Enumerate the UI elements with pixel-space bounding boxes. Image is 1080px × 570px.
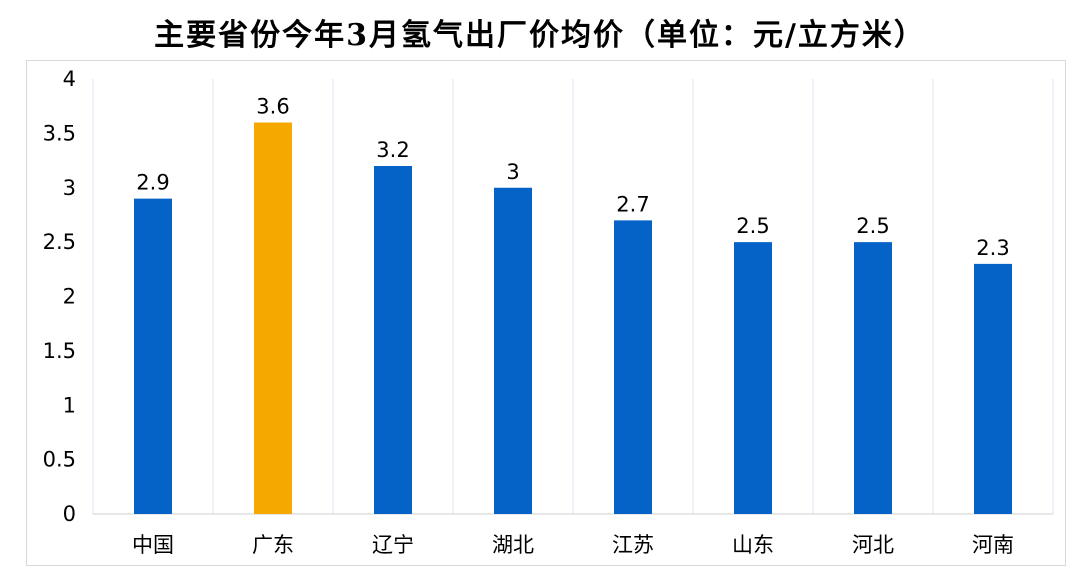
x-category-label: 江苏	[612, 533, 654, 557]
x-category-label: 湖北	[492, 533, 534, 557]
x-category-label: 山东	[732, 533, 774, 557]
y-tick-label: 2.5	[43, 230, 76, 254]
x-category-label: 河南	[972, 533, 1014, 557]
y-tick-label: 3.5	[43, 121, 76, 145]
bar	[494, 187, 532, 514]
data-label: 2.7	[616, 192, 649, 216]
data-label: 3.2	[376, 138, 409, 162]
data-label: 2.3	[976, 236, 1009, 260]
x-category-label: 中国	[132, 533, 174, 557]
data-label: 3.6	[256, 95, 289, 119]
data-label: 2.9	[136, 171, 169, 195]
data-label: 2.5	[856, 214, 889, 238]
chart-title: 主要省份今年3月氢气出厂价均价（单位：元/立方米）	[154, 18, 926, 53]
bar	[734, 242, 772, 514]
chart-frame	[26, 60, 1066, 566]
y-tick-label: 1	[63, 393, 76, 417]
y-tick-label: 1.5	[43, 339, 76, 363]
bar	[614, 220, 652, 514]
data-label: 2.5	[736, 214, 769, 238]
y-tick-label: 4	[63, 67, 76, 91]
x-category-label: 广东	[252, 533, 294, 557]
y-tick-label: 3	[63, 176, 76, 200]
bar	[254, 122, 292, 514]
y-tick-label: 0.5	[43, 448, 76, 472]
bar	[374, 166, 412, 514]
bar	[854, 242, 892, 514]
x-category-label: 河北	[852, 533, 894, 557]
y-tick-label: 0	[63, 502, 76, 526]
data-label: 3	[506, 160, 519, 184]
bar	[134, 198, 172, 514]
y-tick-label: 2	[63, 285, 76, 309]
x-category-label: 辽宁	[372, 533, 414, 557]
bar	[974, 263, 1012, 514]
